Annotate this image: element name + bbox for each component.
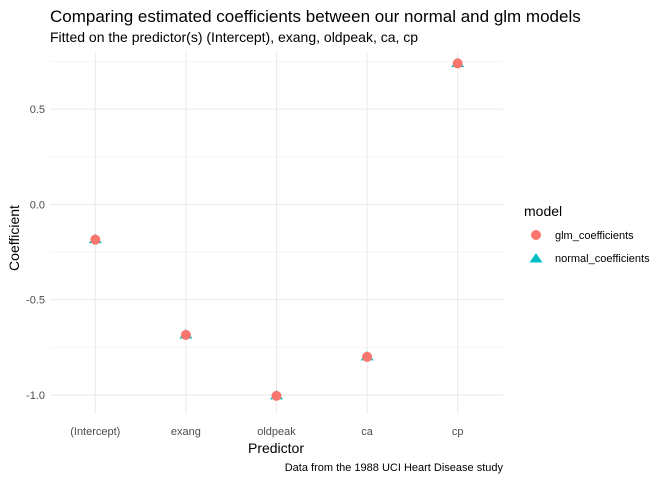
x-axis-ticks: (Intercept) exang oldpeak ca cp — [70, 426, 463, 438]
glm-coefficient-point — [90, 234, 101, 245]
x-tick-label: cp — [452, 426, 464, 438]
legend-title: model — [524, 203, 562, 219]
chart-caption: Data from the 1988 UCI Heart Disease stu… — [285, 462, 504, 474]
y-tick-label: -0.5 — [26, 295, 45, 307]
x-tick-label: (Intercept) — [70, 426, 120, 438]
legend-label: normal_coefficients — [555, 253, 650, 265]
x-tick-label: exang — [171, 426, 201, 438]
legend-key-normal — [529, 253, 543, 263]
y-tick-label: 0.5 — [30, 104, 45, 116]
legend: model glm_coefficients normal_coefficient… — [524, 203, 650, 265]
glm-coefficient-point — [362, 351, 373, 362]
legend-key-glm — [531, 230, 541, 240]
data-points — [88, 57, 465, 401]
plot-grid — [50, 52, 503, 414]
y-axis-title: Coefficient — [6, 205, 22, 271]
legend-label: glm_coefficients — [555, 230, 634, 242]
chart-subtitle: Fitted on the predictor(s) (Intercept), … — [50, 29, 418, 45]
glm-coefficient-point — [452, 58, 463, 69]
glm-coefficient-point — [180, 329, 191, 340]
x-tick-label: ca — [361, 426, 374, 438]
glm-coefficient-point — [271, 390, 282, 401]
x-axis-title: Predictor — [248, 440, 304, 456]
y-axis-ticks: 0.5 0.0 -0.5 -1.0 — [26, 104, 45, 402]
chart-title: Comparing estimated coefficients between… — [50, 7, 581, 26]
x-tick-label: oldpeak — [257, 426, 296, 438]
y-tick-label: 0.0 — [30, 199, 45, 211]
y-tick-label: -1.0 — [26, 390, 45, 402]
